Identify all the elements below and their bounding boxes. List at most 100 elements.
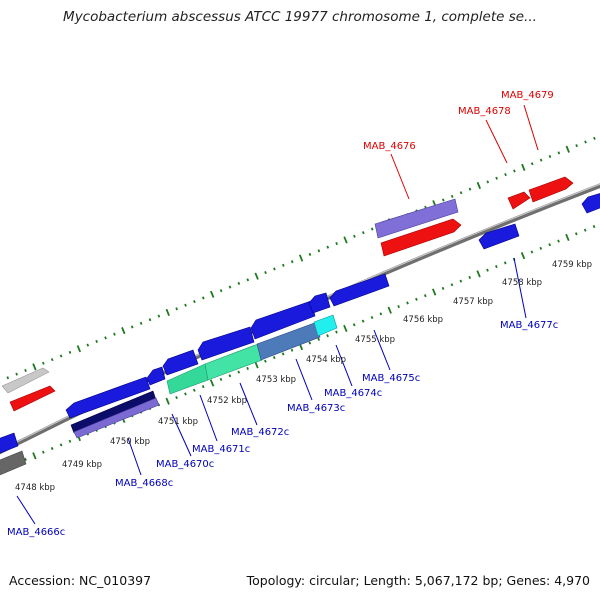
inner-tick-minor: [459, 279, 463, 283]
outer-tick-major: [298, 254, 304, 262]
gene-label-mab-4666c[interactable]: MAB_4666c: [7, 527, 65, 538]
inner-tick-major: [343, 324, 348, 333]
gene-label-mab-4678[interactable]: MAB_4678: [458, 106, 511, 117]
outer-tick-minor: [281, 263, 285, 267]
outer-tick-minor: [228, 285, 232, 289]
outer-tick-major: [121, 327, 126, 335]
scale-tick-label: 4752 kbp: [207, 396, 247, 406]
outer-tick-minor: [495, 176, 498, 180]
gene-mab-4677c[interactable]: [478, 223, 520, 250]
gene-label-mab-4668c[interactable]: MAB_4668c: [115, 478, 173, 489]
outer-tick-minor: [459, 191, 463, 195]
gene-label-mab-4679[interactable]: MAB_4679: [501, 90, 554, 101]
gene-reverse-small-1[interactable]: [146, 366, 166, 386]
scale-tick-label: 4757 kbp: [453, 297, 493, 307]
gene-mab-4679[interactable]: [528, 176, 574, 203]
inner-tick-minor: [192, 388, 196, 392]
gene-label-mab-4671c[interactable]: MAB_4671c: [192, 444, 250, 455]
gene-label-mab-4675c[interactable]: MAB_4675c: [362, 373, 420, 384]
gene-reverse-gray[interactable]: [0, 450, 27, 477]
outer-tick-minor: [575, 144, 578, 148]
outer-tick-minor: [175, 307, 178, 311]
gene-mab-4676[interactable]: [380, 218, 462, 257]
inner-tick-minor: [468, 275, 472, 280]
reverse-genes[interactable]: [0, 192, 600, 477]
outer-tick-minor: [246, 278, 250, 282]
outer-tick-minor: [219, 289, 223, 293]
inner-tick-minor: [415, 297, 418, 301]
outer-tick-minor: [353, 234, 356, 238]
outer-tick-minor: [50, 358, 54, 362]
inner-tick-major: [387, 306, 392, 314]
gene-forward-red-left[interactable]: [9, 385, 56, 412]
gene-label-mab-4673c[interactable]: MAB_4673c: [287, 403, 345, 414]
gene-label-mab-4674c[interactable]: MAB_4674c: [324, 388, 382, 399]
inner-tick-minor: [503, 261, 507, 265]
scale-tick-label: 4758 kbp: [502, 278, 542, 288]
outer-tick-minor: [237, 281, 241, 285]
outer-tick-minor: [548, 154, 552, 159]
inner-tick-minor: [352, 323, 356, 327]
inner-tick-minor: [326, 334, 329, 338]
gene-label-mab-4672c[interactable]: MAB_4672c: [231, 427, 289, 438]
inner-tick-minor: [290, 348, 294, 352]
outer-tick-minor: [513, 169, 516, 173]
gene-reverse-right-edge[interactable]: [581, 192, 600, 214]
gene-reverse-left-edge[interactable]: [0, 432, 19, 455]
gene-label-mab-4677c[interactable]: MAB_4677c: [500, 320, 558, 331]
gene-mab-4670c[interactable]: [162, 349, 199, 376]
gene-labels[interactable]: MAB_4679 MAB_4678 MAB_4676 MAB_4677c MAB_467…: [7, 90, 558, 538]
outer-tick-minor: [201, 296, 205, 300]
forward-genes[interactable]: [1, 176, 574, 412]
outer-tick-major: [165, 308, 170, 317]
gene-mab-4672c[interactable]: [204, 343, 263, 381]
inner-tick-minor: [68, 439, 72, 443]
outer-tick-minor: [130, 325, 134, 329]
gene-mab-4673c[interactable]: [256, 321, 321, 361]
inner-tick-major: [432, 288, 437, 296]
outer-tick-minor: [264, 271, 267, 275]
inner-tick-minor: [184, 392, 187, 396]
gene-mab-4671c-blue[interactable]: [197, 326, 255, 361]
inner-tick-minor: [264, 359, 267, 363]
inner-tick-minor: [246, 366, 249, 371]
outer-tick-minor: [584, 140, 587, 144]
inner-tick-minor: [281, 352, 285, 356]
outer-tick-major: [76, 345, 82, 353]
outer-tick-minor: [557, 151, 561, 155]
gene-mab-4675c[interactable]: [329, 273, 390, 307]
outer-tick-minor: [184, 303, 187, 307]
inner-tick-minor: [24, 457, 27, 461]
outer-tick-major: [565, 145, 570, 153]
scale-tick-label: 4755 kbp: [355, 335, 395, 345]
inner-tick-minor: [450, 283, 454, 287]
scale-tick-label: 4748 kbp: [15, 483, 55, 493]
inner-tick-minor: [423, 294, 427, 298]
outer-tick-minor: [468, 187, 472, 191]
gene-mab-4668c[interactable]: [65, 376, 151, 419]
accession-label: Accession: NC_010397: [9, 573, 152, 588]
inner-tick-major: [165, 397, 170, 405]
inner-tick-minor: [592, 224, 596, 229]
gene-label-mab-4670c[interactable]: MAB_4670c: [156, 459, 214, 470]
gene-reverse-small-2[interactable]: [308, 292, 331, 314]
forward-tick-track: [0, 136, 596, 383]
inner-tick-minor: [41, 450, 45, 454]
gene-mab-4674c[interactable]: [313, 314, 338, 337]
gene-mab-4676-track[interactable]: [374, 198, 459, 239]
outer-tick-minor: [370, 227, 374, 231]
inner-tick-minor: [201, 385, 205, 389]
outer-tick-major: [210, 290, 215, 298]
inner-tick-minor: [228, 374, 232, 378]
outer-tick-minor: [113, 332, 116, 336]
outer-tick-minor: [95, 339, 98, 344]
gene-forward-gray[interactable]: [1, 367, 50, 394]
gene-mab-4668c-purple[interactable]: [73, 397, 160, 439]
scale-tick-label: 4753 kbp: [256, 375, 296, 385]
outer-tick-minor: [539, 158, 543, 162]
gene-mab-4678[interactable]: [507, 191, 531, 210]
inner-tick-minor: [335, 330, 338, 334]
gene-label-mab-4676[interactable]: MAB_4676: [363, 141, 416, 152]
outer-tick-minor: [361, 231, 365, 235]
